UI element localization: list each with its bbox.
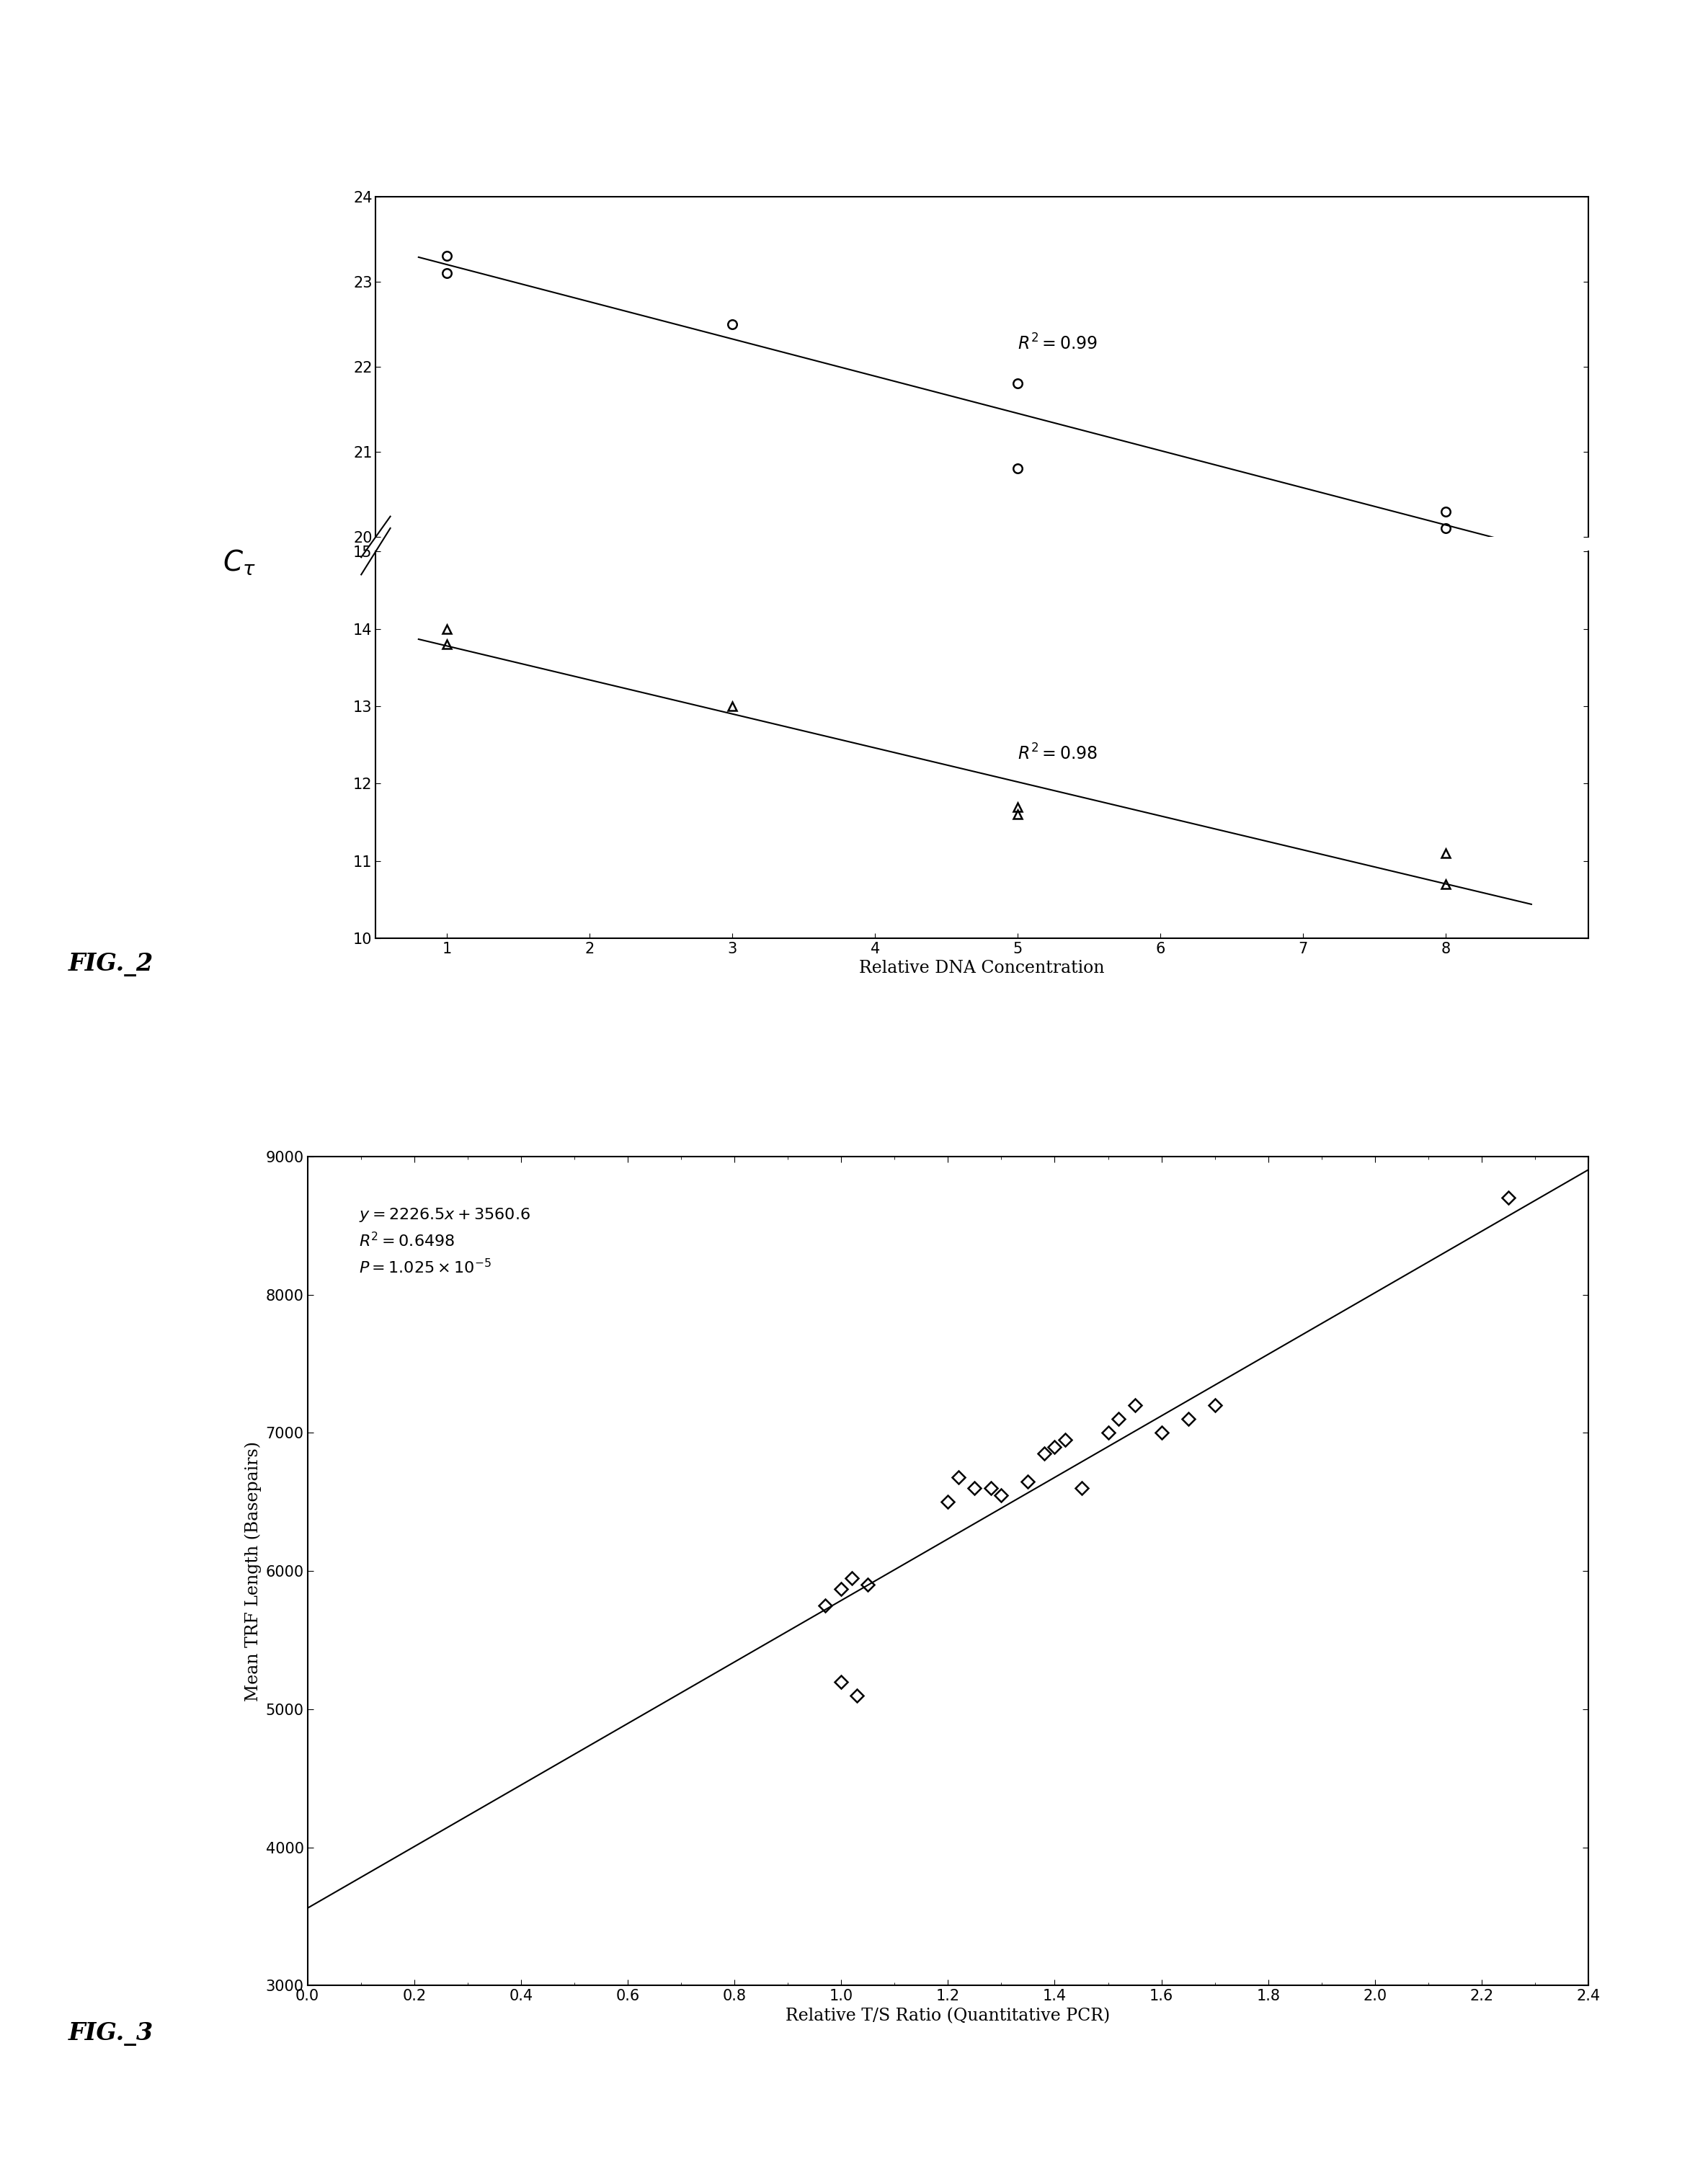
Text: $R^2 = 0.98$: $R^2 = 0.98$ [1018, 744, 1098, 764]
Text: $C_{\tau}$: $C_{\tau}$ [222, 548, 256, 578]
Text: FIG._2: FIG._2 [68, 954, 154, 978]
X-axis label: Relative T/S Ratio (Quantitative PCR): Relative T/S Ratio (Quantitative PCR) [786, 2007, 1110, 2025]
Text: $y = 2226.5x + 3560.6$
$R^2 = 0.6498$
$P = 1.025 \times 10^{-5}$: $y = 2226.5x + 3560.6$ $R^2 = 0.6498$ $P… [359, 1207, 529, 1276]
X-axis label: Relative DNA Concentration: Relative DNA Concentration [859, 960, 1105, 978]
Text: $R^2 = 0.99$: $R^2 = 0.99$ [1018, 334, 1098, 353]
Y-axis label: Mean TRF Length (Basepairs): Mean TRF Length (Basepairs) [244, 1440, 261, 1702]
Text: FIG._3: FIG._3 [68, 2023, 154, 2047]
